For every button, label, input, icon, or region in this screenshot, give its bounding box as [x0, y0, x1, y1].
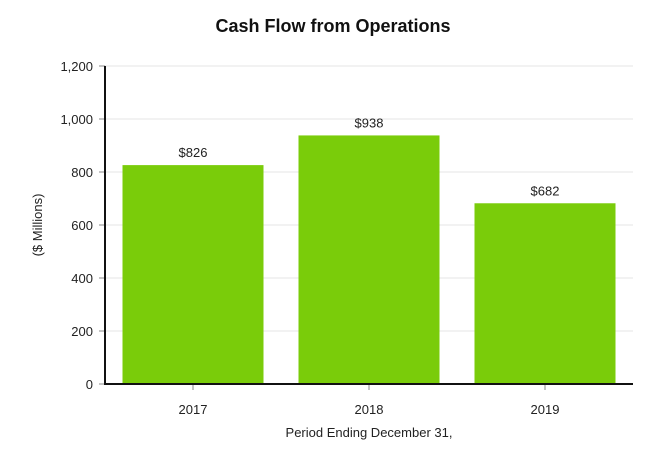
y-tick-label: 1,000 — [60, 112, 93, 127]
y-tick-label: 1,200 — [60, 59, 93, 74]
y-tick-label: 0 — [86, 377, 93, 392]
bar-2019 — [474, 203, 616, 384]
y-tick-label: 600 — [71, 218, 93, 233]
axes — [99, 65, 633, 390]
x-tick-label: 2019 — [531, 402, 560, 417]
bar-2017 — [122, 165, 264, 384]
y-tick-label: 200 — [71, 324, 93, 339]
data-label: $682 — [531, 183, 560, 198]
bars — [122, 135, 616, 384]
labels: 0 200 400 600 800 1,000 1,200 $826 2017 $938 2018 $… — [60, 59, 559, 417]
x-tick-label: 2017 — [179, 402, 208, 417]
x-tick-label: 2018 — [355, 402, 384, 417]
y-tick-label: 800 — [71, 165, 93, 180]
data-label: $826 — [179, 145, 208, 160]
y-tick-label: 400 — [71, 271, 93, 286]
x-axis-title: Period Ending December 31, — [286, 425, 453, 440]
y-axis-title: ($ Millions) — [30, 194, 45, 257]
chart-title: Cash Flow from Operations — [215, 16, 451, 36]
bar-2018 — [298, 135, 440, 384]
data-label: $938 — [355, 115, 384, 130]
